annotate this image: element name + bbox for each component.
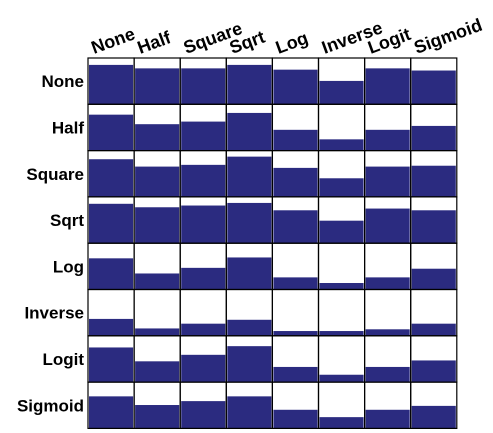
bar-6-8 [411, 323, 456, 336]
bar-8-3 [181, 401, 226, 429]
row-label-4: Sqrt [50, 211, 84, 230]
bar-6-4 [227, 319, 272, 336]
row-label-8: Sigmoid [17, 396, 84, 415]
bar-4-2 [135, 207, 180, 244]
bar-8-1 [89, 396, 134, 429]
cell-frame-5-6 [317, 242, 366, 291]
bar-5-7 [365, 277, 410, 290]
bar-8-8 [411, 405, 456, 429]
bar-1-1 [89, 64, 134, 105]
row-label-1: None [42, 72, 85, 91]
bar-4-7 [365, 208, 410, 244]
bar-4-6 [319, 220, 364, 244]
bar-7-6 [319, 374, 364, 383]
bar-5-5 [273, 277, 318, 290]
bar-5-4 [227, 257, 272, 290]
cell-frame-6-5 [271, 288, 320, 337]
bar-1-8 [411, 70, 456, 105]
bar-3-3 [181, 164, 226, 197]
bar-1-4 [227, 64, 272, 105]
bar-2-8 [411, 125, 456, 151]
bar-5-1 [89, 258, 134, 290]
bar-2-3 [181, 121, 226, 151]
bar-1-6 [319, 80, 364, 105]
bar-8-2 [135, 405, 180, 429]
row-labels: None Half Square Sqrt Log Inverse Logit Sigmoid [17, 72, 84, 415]
column-label-1: None [89, 24, 138, 58]
bar-6-6 [319, 331, 364, 336]
row-label-7: Logit [42, 350, 84, 369]
bar-2-4 [227, 112, 272, 151]
bar-3-1 [89, 159, 134, 197]
row-label-5: Log [53, 257, 84, 276]
bar-2-5 [273, 129, 318, 151]
bar-6-1 [89, 318, 134, 336]
bar-7-4 [227, 346, 272, 383]
bar-8-4 [227, 396, 272, 429]
column-label-8: Sigmoid [411, 15, 485, 58]
bar-7-7 [365, 366, 410, 383]
bar-1-5 [273, 69, 318, 105]
bar-2-1 [89, 114, 134, 151]
bar-5-2 [135, 273, 180, 290]
bar-7-8 [411, 360, 456, 383]
column-label-2: Half [135, 27, 175, 58]
bar-6-2 [135, 328, 180, 336]
bar-2-2 [135, 124, 180, 151]
cell-frame-6-7 [364, 288, 412, 337]
bar-5-8 [411, 268, 456, 290]
bar-3-5 [273, 167, 318, 197]
bar-4-4 [227, 202, 272, 244]
row-label-2: Half [52, 118, 84, 137]
bar-2-6 [319, 139, 364, 151]
bar-7-3 [181, 354, 226, 383]
bar-8-7 [365, 409, 410, 429]
bar-7-5 [273, 366, 318, 383]
bar-6-3 [181, 323, 226, 336]
bar-4-5 [273, 210, 318, 244]
bar-6-5 [273, 331, 318, 336]
cell-frame-8-8 [410, 381, 458, 430]
bar-4-3 [181, 205, 226, 244]
bar-4-1 [89, 203, 134, 244]
bar-5-6 [319, 283, 364, 290]
bar-1-2 [135, 68, 180, 105]
bar-7-2 [135, 361, 180, 383]
bar-3-7 [365, 166, 410, 197]
bar-4-8 [411, 210, 456, 244]
cell-frame-6-6 [317, 288, 366, 337]
bar-1-7 [365, 68, 410, 105]
bar-8-6 [319, 417, 364, 429]
column-label-5: Log [273, 28, 311, 58]
bar-1-3 [181, 68, 226, 105]
bar-3-4 [227, 156, 272, 197]
bar-7-1 [89, 347, 134, 383]
row-label-6: Inverse [24, 304, 84, 323]
bar-6-7 [365, 329, 410, 336]
bar-5-3 [181, 267, 226, 290]
row-label-3: Square [26, 165, 84, 184]
bar-3-6 [319, 178, 364, 197]
bar-3-8 [411, 165, 456, 197]
bar-3-2 [135, 166, 180, 197]
bar-8-5 [273, 409, 318, 429]
bar-2-7 [365, 129, 410, 151]
cells-layer [87, 57, 458, 430]
